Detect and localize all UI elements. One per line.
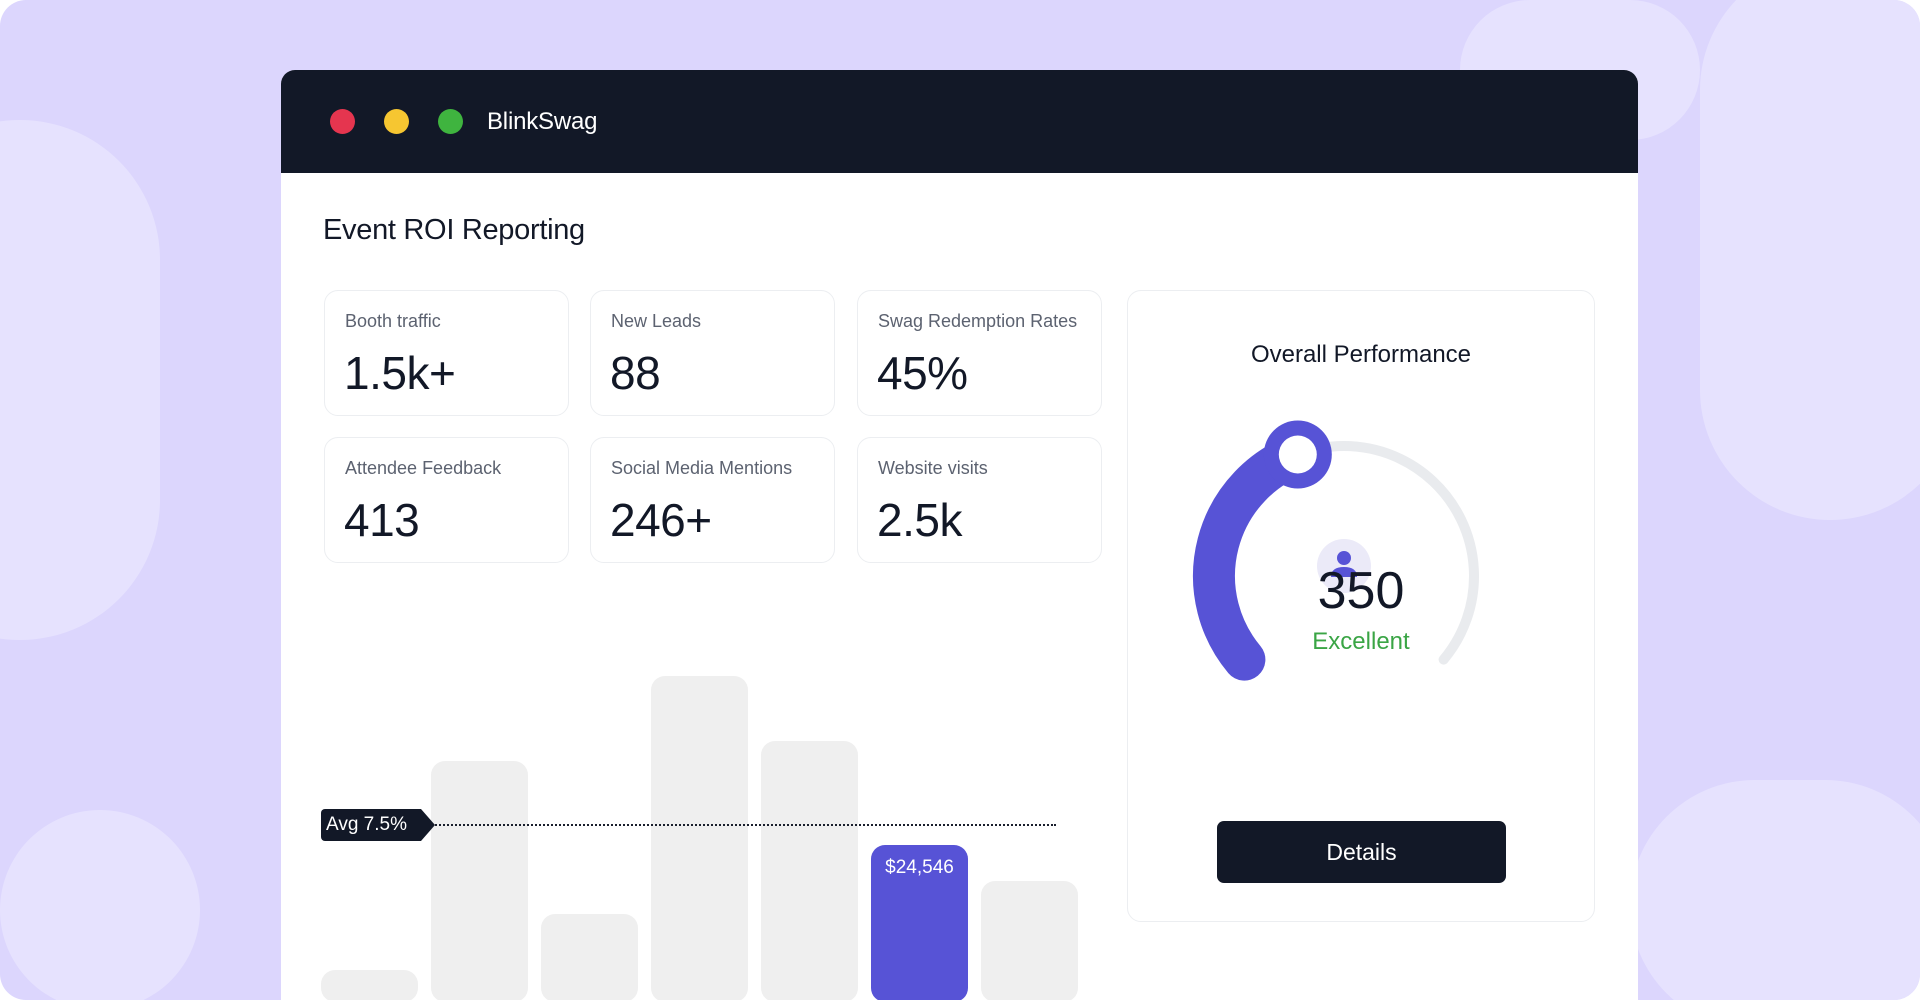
stat-value: 88 <box>610 347 661 399</box>
app-window: BlinkSwag Event ROI Reporting Booth traf… <box>281 70 1638 1000</box>
chart-bar <box>321 970 418 1000</box>
page-title: Event ROI Reporting <box>323 214 585 246</box>
performance-score: 350 <box>1317 562 1405 620</box>
maximize-window-button[interactable] <box>438 109 463 134</box>
chart-bar <box>541 914 638 1000</box>
stat-card-attendee-feedback: Attendee Feedback 413 <box>324 437 569 563</box>
stat-card-social-media-mentions: Social Media Mentions 246+ <box>590 437 835 563</box>
close-window-button[interactable] <box>330 109 355 134</box>
stat-card-swag-redemption: Swag Redemption Rates 45% <box>857 290 1102 416</box>
stat-label: Website visits <box>878 458 988 478</box>
stat-label: Social Media Mentions <box>611 458 793 478</box>
chart-bar <box>651 676 748 1000</box>
performance-gauge <box>1192 420 1479 681</box>
stat-value: 246+ <box>610 494 712 546</box>
stat-card-booth-traffic: Booth traffic 1.5k+ <box>324 290 569 416</box>
performance-card: Overall Performance 350 Excellent Detail… <box>1127 290 1595 922</box>
performance-title: Overall Performance <box>1250 341 1472 368</box>
details-button[interactable]: Details <box>1217 821 1506 883</box>
user-icon <box>1317 539 1371 593</box>
stat-label: Swag Redemption Rates <box>878 311 1078 331</box>
average-label: Avg 7.5% <box>321 809 435 841</box>
stat-card-new-leads: New Leads 88 <box>590 290 835 416</box>
gauge-fill <box>1192 433 1319 681</box>
stat-label: Attendee Feedback <box>345 458 502 478</box>
chart-bar <box>431 761 528 1000</box>
chart-bar-label: $24,546 <box>885 857 954 878</box>
stat-value: 1.5k+ <box>344 347 456 399</box>
minimize-window-button[interactable] <box>384 109 409 134</box>
stat-value: 2.5k <box>877 494 962 546</box>
title-bar: BlinkSwag <box>281 70 1638 173</box>
stat-value: 413 <box>344 494 420 546</box>
app-title: BlinkSwag <box>487 107 598 135</box>
performance-rating: Excellent <box>1312 628 1410 655</box>
chart-bar-highlighted: $24,546 <box>871 845 968 1000</box>
bar-chart: $24,546 <box>321 600 1101 1000</box>
chart-bar <box>981 881 1078 1000</box>
stat-value: 45% <box>877 347 968 399</box>
stat-label: New Leads <box>611 311 702 331</box>
chart-bar <box>761 741 858 1000</box>
gauge-knob-center <box>1278 435 1317 474</box>
stat-card-website-visits: Website visits 2.5k <box>857 437 1102 563</box>
stat-label: Booth traffic <box>345 311 441 331</box>
average-line <box>376 824 1056 826</box>
